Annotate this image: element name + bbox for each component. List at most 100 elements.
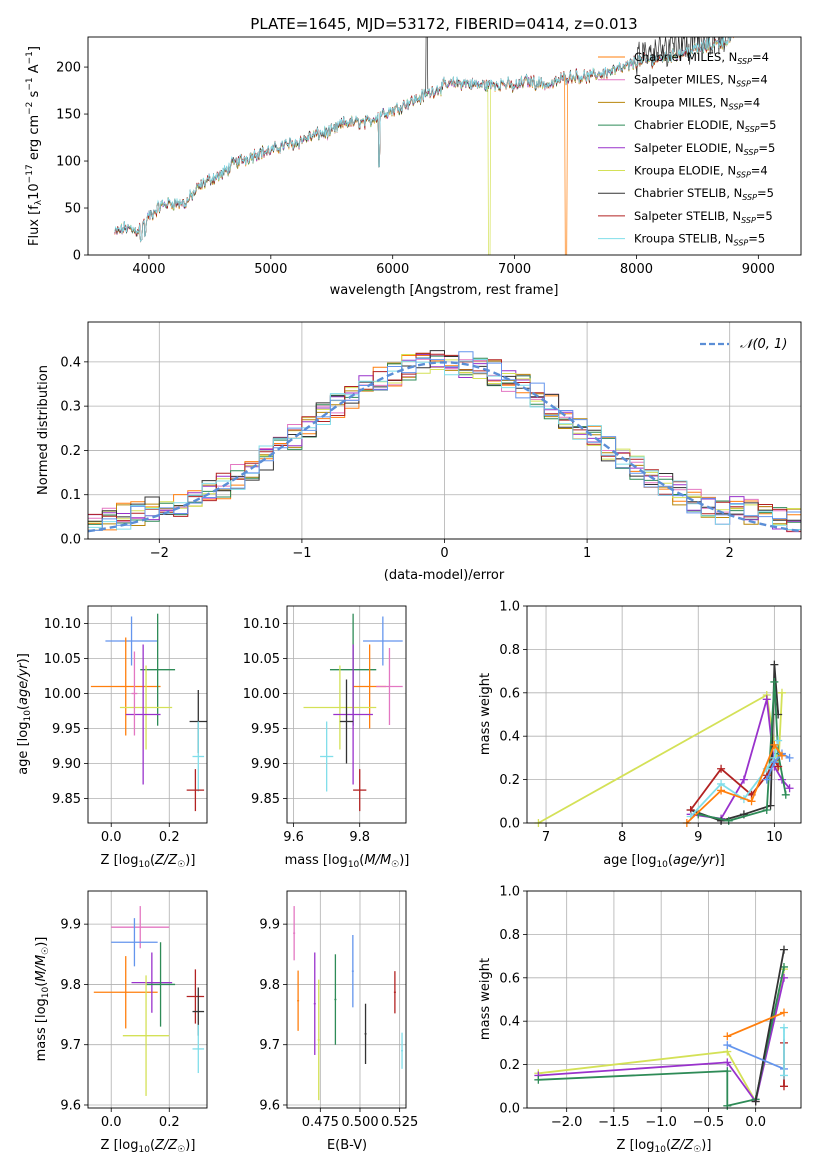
mass-weight-marker (777, 688, 786, 697)
y-tick-label: 9.90 (251, 757, 280, 772)
x-tick-label: 5000 (254, 262, 287, 277)
y-tick-label: 9.9 (60, 918, 81, 933)
residual-histogram-panel: −2 −1 0 1 2 0.0 0.1 0.2 0.3 0.4 (data-model)/erro… (36, 321, 802, 583)
age-vs-mass-xlabel: mass [log10(M/M☉)] (285, 853, 410, 870)
mass-weight-marker (762, 775, 771, 784)
mass-weight-vs-age-frame (526, 605, 802, 824)
x-tick-label: 7 (542, 830, 550, 845)
y-tick-label: 0.4 (499, 1015, 520, 1030)
x-tick-label: −0.5 (693, 1115, 725, 1130)
mass-weight-vs-metallicity-xlabel: Z [log10(Z/Z☉)] (617, 1138, 712, 1155)
y-tick-label: 0.2 (499, 773, 520, 788)
spectrum-frame (87, 36, 802, 256)
legend-label-6: Kroupa ELODIE, NSSP=4 (634, 164, 768, 180)
y-tick-label: 0.1 (60, 488, 81, 503)
mass-weight-line-6 (726, 1044, 785, 1070)
mass-weight-marker (779, 945, 788, 954)
mass-weight-marker (779, 1023, 788, 1032)
mass-weight-marker (762, 695, 771, 704)
x-tick-label: 9000 (742, 262, 775, 277)
mass-weight-marker (779, 1008, 788, 1017)
mass-weight-marker (723, 1032, 732, 1041)
x-tick-label: 0 (440, 546, 448, 561)
mass-weight-marker (785, 784, 794, 793)
histogram-step-8 (88, 352, 801, 532)
mass-vs-metallicity-frame (87, 890, 208, 1109)
spectrum-xlabel: wavelength [Angstrom, rest frame] (330, 283, 559, 298)
mass-weight-marker (717, 764, 726, 773)
x-tick-label: 9 (694, 830, 702, 845)
mass-vs-extinction-frame (286, 890, 407, 1109)
mass-weight-marker (777, 751, 786, 760)
x-tick-label: 0.2 (159, 830, 180, 845)
mass-weight-marker (770, 740, 779, 749)
mass-weight-marker (747, 797, 756, 806)
y-tick-label: 0.0 (499, 1102, 520, 1117)
y-tick-label: 0.0 (499, 817, 520, 832)
age-ylabel: age [log10(age/yr)] (16, 653, 33, 775)
y-tick-label: 0.4 (499, 730, 520, 745)
mass-weight-marker (770, 660, 779, 669)
y-tick-label: 150 (56, 108, 81, 123)
x-tick-label: −2.0 (551, 1115, 583, 1130)
y-tick-label: 0.3 (60, 400, 81, 415)
extinction-xlabel: E(B-V) (327, 1138, 367, 1153)
mass-weight-line-1 (537, 692, 783, 824)
mass-weight-marker (723, 1041, 732, 1050)
x-tick-label: 0.0 (101, 830, 122, 845)
y-tick-label: 0.2 (499, 1058, 520, 1073)
y-tick-label: 50 (64, 202, 81, 217)
mass-weight-vs-age-xlabel: age [log10(age/yr)] (603, 853, 725, 870)
mass-weight-vs-age-panel: 7 8 9 10 0.0 0.2 0.4 0.6 0.8 1.0 age [log10(age/y… (478, 600, 802, 870)
mass-weight-marker (717, 816, 726, 825)
mass-weight-line-4 (698, 681, 787, 822)
age-vs-mass-frame (286, 605, 407, 824)
spectrum-title: PLATE=1645, MJD=53172, FIBERID=0414, z=0… (250, 15, 637, 33)
x-tick-label: 9.8 (349, 830, 370, 845)
spectrum-line-9 (114, 37, 733, 243)
y-tick-label: 9.85 (251, 792, 280, 807)
x-tick-label: −2 (150, 546, 169, 561)
mass-weight-marker (785, 753, 794, 762)
age-vs-mass-panel: 9.6 9.8 9.85 9.90 9.95 10.00 10.05 10.10 mass [… (243, 605, 410, 870)
mass-weight-line-2 (538, 977, 785, 1104)
legend-label-9: Kroupa STELIB, NSSP=5 (634, 232, 765, 248)
x-tick-label: 2 (726, 546, 734, 561)
mass-weight-marker (751, 1097, 760, 1106)
x-tick-label: 8 (618, 830, 626, 845)
y-tick-label: 9.7 (259, 1038, 280, 1053)
mass-vs-metallicity-xlabel: Z [log10(Z/Z☉)] (101, 1138, 196, 1155)
mass-weight-marker (779, 1071, 788, 1080)
x-tick-label: −1 (292, 546, 311, 561)
histogram-xlabel: (data-model)/error (384, 568, 505, 583)
legend-label-3: Kroupa MILES, NSSP=4 (634, 95, 760, 111)
mass-weight-line-6 (689, 740, 780, 818)
normal-curve (88, 361, 801, 533)
mass-weight-marker (723, 1101, 732, 1110)
spectrum-legend: Chabrier MILES, NSSP=4 Salpeter MILES, NS… (598, 50, 776, 248)
histogram-step-9 (88, 359, 801, 530)
histogram-ylabel: Normed distribution (36, 365, 51, 495)
y-tick-label: 10.05 (44, 652, 81, 667)
mass-weight-marker (762, 805, 771, 814)
y-tick-label: 9.7 (60, 1038, 81, 1053)
y-tick-label: 100 (56, 155, 81, 170)
age-vs-metallicity-panel: 0.0 0.2 9.85 9.90 9.95 10.00 10.05 10.10 Z [log… (16, 605, 208, 870)
y-tick-label: 1.0 (499, 600, 520, 615)
age-vs-metallicity-frame (87, 605, 208, 824)
mass-weight-line-4 (754, 949, 785, 1102)
mass-weight-line-5 (726, 1011, 785, 1038)
y-tick-label: 0.2 (60, 444, 81, 459)
legend-label-8: Salpeter STELIB, NSSP=5 (634, 209, 773, 225)
age-vs-metallicity-xlabel: Z [log10(Z/Z☉)] (101, 853, 196, 870)
y-tick-label: 0.0 (60, 533, 81, 548)
x-tick-label: −1.0 (645, 1115, 677, 1130)
legend-label-2: Salpeter MILES, NSSP=4 (634, 73, 768, 89)
y-tick-label: 0.4 (60, 355, 81, 370)
spectrum-panel: PLATE=1645, MJD=53172, FIBERID=0414, z=0… (25, 15, 802, 298)
y-tick-label: 9.8 (259, 978, 280, 993)
x-tick-label: 8000 (620, 262, 653, 277)
mass-weight-marker (723, 1058, 732, 1067)
mass-weight-ylabel-bottom: mass weight (478, 958, 493, 1040)
legend-label-4: Chabrier ELODIE, NSSP=5 (634, 118, 776, 134)
